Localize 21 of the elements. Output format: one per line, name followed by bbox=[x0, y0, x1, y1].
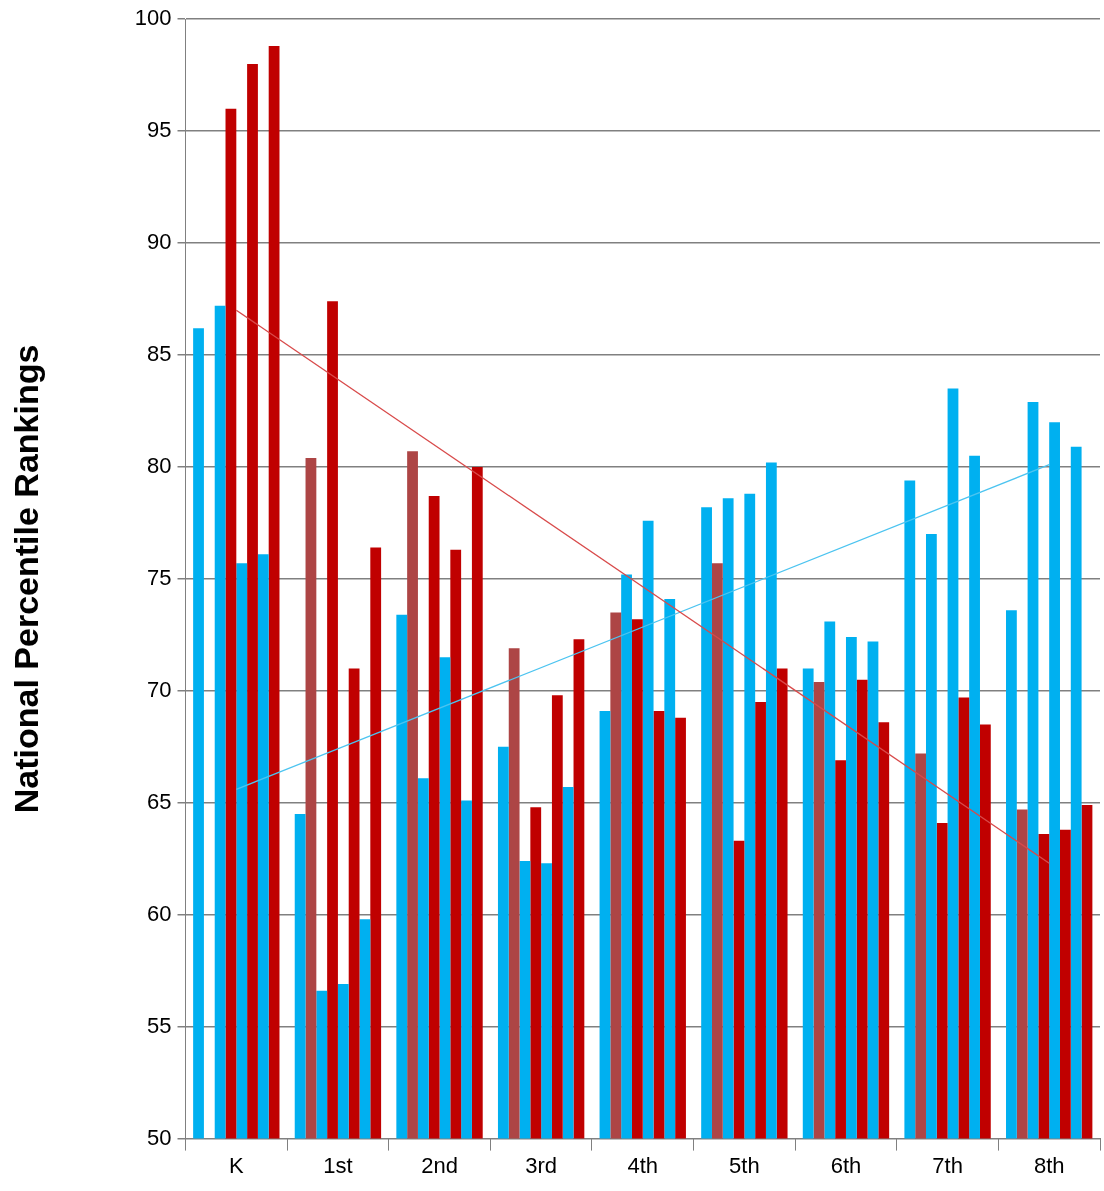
x-tick-label: 2nd bbox=[421, 1152, 458, 1178]
y-tick-label: 75 bbox=[147, 564, 172, 590]
x-tick-label: 4th bbox=[627, 1152, 659, 1178]
x-tick-label: 1st bbox=[323, 1152, 353, 1178]
y-tick-label: 85 bbox=[147, 341, 172, 367]
x-tick-label: 7th bbox=[932, 1152, 963, 1178]
y-tick-label: 90 bbox=[147, 229, 172, 255]
y-tick-label: 60 bbox=[147, 900, 172, 926]
x-tick-label: 8th bbox=[1033, 1152, 1065, 1178]
x-tick-label: 6th bbox=[830, 1152, 862, 1178]
x-tick-label: K bbox=[228, 1152, 244, 1178]
y-tick-label: 80 bbox=[147, 453, 172, 479]
x-tick-label: 3rd bbox=[525, 1152, 558, 1178]
y-tick-label: 50 bbox=[147, 1124, 172, 1150]
y-tick-label: 65 bbox=[147, 788, 172, 814]
y-tick-label: 100 bbox=[134, 5, 172, 31]
y-tick-label: 95 bbox=[147, 117, 172, 143]
x-tick-label: 5th bbox=[729, 1152, 760, 1178]
y-tick-label: 55 bbox=[147, 1012, 172, 1038]
y-tick-label: 70 bbox=[147, 676, 172, 702]
y-axis-title: National Percentile Rankings bbox=[6, 344, 45, 814]
